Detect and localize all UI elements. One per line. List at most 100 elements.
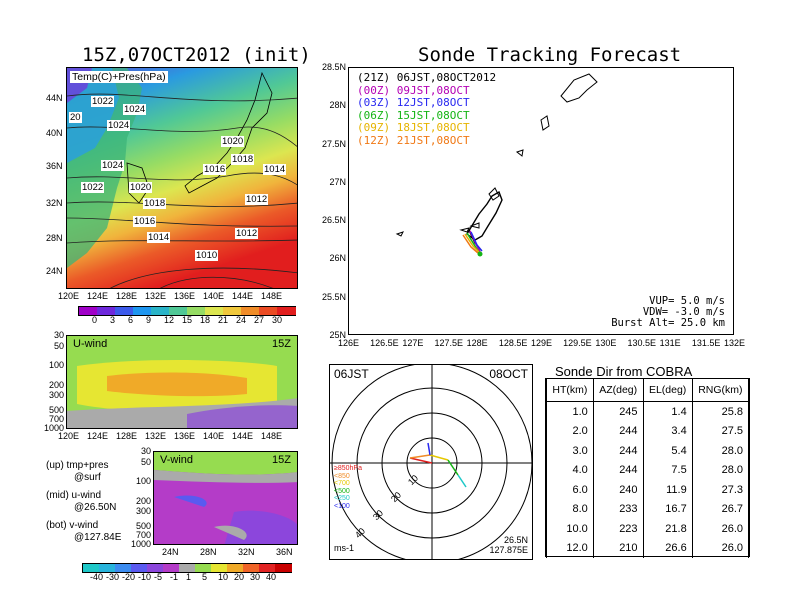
colorbar-tick: 18: [200, 315, 211, 325]
colorbar-tick: 5: [202, 572, 208, 582]
colorbar-cell: [241, 307, 260, 315]
colorbar-cell: [187, 307, 206, 315]
wind-colorbar: [82, 563, 292, 573]
u-wind-x-tick: 136E: [174, 431, 196, 441]
isobar-label: 1012: [235, 228, 259, 239]
track-legend-item: (09Z) 18JST,08OCT: [357, 121, 470, 134]
table-row: 2.0 244 3.4 27.5: [546, 421, 750, 441]
lon-tick: 126E: [338, 338, 360, 348]
lat-tick: 28N: [329, 100, 346, 111]
table-row: 6.0 240 11.9 27.3: [546, 480, 750, 500]
isobar-label: 1018: [231, 154, 255, 165]
table-cell: 10.0: [546, 519, 594, 539]
v-wind-y-tick: 50: [140, 457, 151, 467]
legend-note: (bot) v-wind @127.84E: [46, 520, 121, 544]
table-title: Sonde Dir from COBRA: [555, 364, 693, 379]
table-header: AZ(deg): [592, 379, 644, 402]
polar-plot: [330, 365, 532, 559]
colorbar-tick: 0: [92, 315, 98, 325]
colorbar-tick: 15: [182, 315, 193, 325]
table-cell: 245: [592, 401, 644, 422]
polar-time: 06JST: [334, 367, 369, 381]
v-wind-y-tick: 200: [135, 496, 151, 506]
table-cell: 4.0: [546, 460, 594, 480]
tracking-params: VUP= 5.0 m/s VDW= -3.0 m/s Burst Alt= 25…: [611, 296, 725, 329]
lon-tick: 128.5E: [498, 338, 528, 348]
level-legend-item: <700: [334, 480, 350, 487]
v-wind-x-tick: 24N: [162, 547, 179, 557]
table-cell: 16.7: [642, 499, 693, 519]
lat-tick: 26N: [329, 253, 346, 264]
colorbar-cell: [179, 564, 196, 572]
colorbar-tick: 27: [254, 315, 265, 325]
table-row: 10.0 223 21.8 26.0: [546, 519, 750, 539]
table-row: 12.0 210 26.6 26.0: [546, 538, 750, 558]
track-legend-item: (12Z) 21JST,08OCT: [357, 133, 470, 147]
table-cell: 210: [592, 538, 644, 558]
colorbar-cell: [275, 564, 292, 572]
track-legend-item: (03Z) 12JST,08OCT: [357, 96, 470, 109]
vup-text: VUP= 5.0 m/s: [649, 295, 725, 307]
track-legend-item: (00Z) 09JST,08OCT: [357, 83, 470, 97]
colorbar-tick: 12: [164, 315, 175, 325]
u-wind-y-tick: 1000: [43, 423, 64, 433]
table-row: 1.0 245 1.4 25.8: [546, 401, 750, 422]
v-wind-y-tick: 300: [135, 506, 151, 516]
lon-tick: 136E: [174, 291, 196, 301]
u-wind-x-tick: 132E: [145, 431, 167, 441]
v-wind-y-tick: 100: [135, 476, 151, 486]
table-cell: 8.0: [546, 499, 594, 519]
isobar-label: 1016: [133, 216, 157, 227]
v-wind-y-tick: 1000: [130, 539, 151, 549]
v-wind-panel: V-wind 15Z: [153, 451, 298, 545]
table-header: HT(km): [546, 379, 594, 402]
u-wind-x-tick: 120E: [58, 431, 80, 441]
colorbar-cell: [97, 307, 116, 315]
burst-alt-text: Burst Alt= 25.0 km: [611, 317, 725, 329]
u-wind-y-tick: 300: [48, 390, 64, 400]
level-legend-item: <850: [334, 472, 350, 480]
table-cell: 26.0: [691, 538, 750, 558]
colorbar-tick: -5: [154, 572, 163, 582]
table-cell: 26.0: [691, 519, 750, 539]
legend-note-line1: (mid) u-wind: [46, 490, 102, 501]
lat-tick: 44N: [46, 93, 63, 103]
colorbar-cell: [115, 564, 132, 572]
isobar-label: 1010: [195, 250, 219, 261]
colorbar-tick: 20: [234, 572, 245, 582]
colorbar-tick: 30: [272, 315, 283, 325]
colorbar-cell: [151, 307, 170, 315]
track-legend-item: (06Z) 15JST,08OCT: [357, 108, 470, 122]
isobar-label: 1014: [263, 164, 287, 175]
lon-tick: 131E: [659, 338, 681, 348]
lon-tick: 128E: [116, 291, 138, 301]
vdw-text: VDW= -3.0 m/s: [642, 306, 725, 318]
legend-note-line2: @127.84E: [74, 532, 122, 543]
lat-tick: 27.5N: [321, 138, 346, 149]
left-title: 15Z,07OCT2012 (init): [82, 44, 311, 66]
u-wind-plot: [67, 336, 297, 428]
isobar-label: 20: [69, 112, 82, 123]
isobar-label: 1014: [147, 232, 171, 243]
v-wind-label: V-wind: [160, 454, 194, 466]
temperature-map-label: Temp(C)+Pres(hPa): [70, 71, 168, 83]
lon-tick: 124E: [87, 291, 109, 301]
table-cell: 5.4: [642, 441, 693, 461]
u-wind-x-tick: 128E: [116, 431, 138, 441]
u-wind-y-tick: 50: [53, 341, 64, 351]
colorbar-cell: [163, 564, 180, 572]
lon-tick: 126.5E: [370, 338, 399, 348]
table-cell: 28.0: [691, 441, 750, 461]
table-cell: 26.6: [642, 538, 693, 558]
colorbar-tick: -1: [170, 572, 179, 582]
polar-panel: 06JST 08OCT 10 20 30 40 ≥850hPa <850 <700 <500…: [329, 364, 533, 560]
table-cell: 27.5: [691, 421, 750, 441]
colorbar-tick: -30: [106, 572, 120, 582]
u-wind-x-tick: 124E: [87, 431, 109, 441]
colorbar-cell: [133, 307, 152, 315]
lon-tick: 120E: [58, 291, 80, 301]
u-wind-y-tick: 500: [48, 405, 64, 415]
legend-note-line1: (bot) v-wind: [46, 520, 99, 531]
lon-tick: 130E: [595, 338, 617, 348]
u-wind-y-tick: 200: [48, 380, 64, 390]
